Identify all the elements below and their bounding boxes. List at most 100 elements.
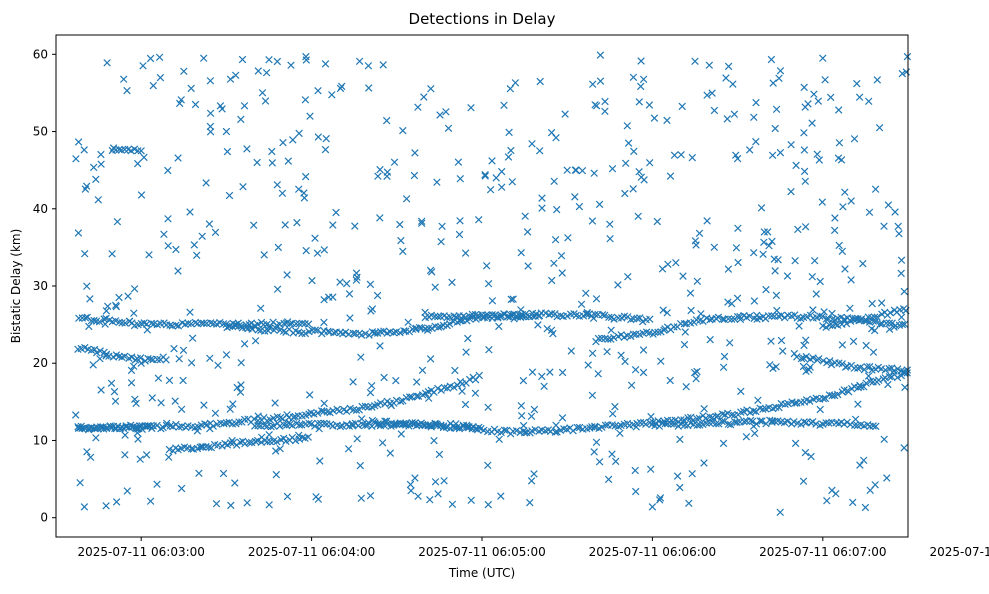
- noise-point: [289, 136, 297, 144]
- noise-point: [851, 415, 860, 424]
- x-tick-label: 2025-07-11 06:05:00: [418, 545, 545, 559]
- track-point: [872, 422, 880, 431]
- noise-point: [186, 308, 194, 316]
- data-point: [520, 428, 529, 437]
- noise-point: [801, 448, 810, 457]
- track-point: [387, 422, 395, 430]
- noise-point: [645, 101, 654, 109]
- track-point: [305, 419, 313, 428]
- noise-point: [679, 272, 687, 280]
- track-point: [191, 318, 200, 327]
- noise-point: [132, 399, 140, 408]
- noise-point: [856, 381, 864, 390]
- track-point: [349, 406, 358, 414]
- noise-point: [293, 218, 301, 227]
- noise-point: [794, 225, 802, 234]
- noise-point: [111, 397, 120, 405]
- noise-point: [666, 376, 674, 385]
- noise-point: [164, 453, 173, 461]
- x-axis-label: Time (UTC): [448, 566, 515, 580]
- noise-point: [558, 269, 566, 277]
- track-point: [865, 362, 874, 371]
- noise-point: [631, 487, 640, 496]
- noise-point: [311, 234, 319, 242]
- noise-point: [71, 411, 80, 419]
- data-point: [123, 86, 131, 95]
- noise-point: [820, 308, 828, 316]
- noise-point: [461, 400, 470, 409]
- noise-point: [214, 361, 222, 370]
- noise-point: [813, 150, 821, 158]
- noise-point: [195, 469, 203, 478]
- noise-point: [660, 326, 668, 335]
- track-point: [888, 319, 896, 327]
- noise-point: [868, 299, 876, 308]
- noise-point: [374, 172, 382, 180]
- track-point: [106, 422, 114, 430]
- noise-point: [800, 341, 808, 350]
- track-point: [187, 320, 195, 328]
- track-point: [121, 319, 129, 327]
- noise-point: [357, 415, 366, 423]
- track-point: [500, 310, 508, 318]
- noise-point: [442, 108, 450, 116]
- noise-point: [135, 424, 143, 433]
- x-tick-label: 2025-07-11 06:04:00: [248, 545, 375, 559]
- noise-point: [410, 171, 419, 180]
- noise-point: [484, 500, 493, 509]
- noise-point: [202, 179, 210, 187]
- noise-point: [206, 77, 215, 85]
- noise-point: [133, 159, 142, 168]
- noise-point: [832, 489, 840, 498]
- noise-point: [640, 176, 648, 184]
- track-point: [148, 424, 156, 433]
- noise-point: [431, 283, 439, 291]
- track-point: [75, 314, 83, 322]
- noise-point: [538, 204, 546, 212]
- noise-point: [406, 480, 415, 489]
- x-axis: 2025-07-11 06:03:00 2025-07-11 06:04:00 20…: [77, 537, 989, 559]
- noise-point: [814, 97, 823, 105]
- track-point: [812, 420, 820, 428]
- noise-point: [486, 185, 495, 194]
- track-point: [336, 422, 345, 431]
- noise-point: [870, 326, 879, 335]
- noise-point: [386, 449, 395, 457]
- noise-point: [229, 400, 237, 408]
- track-point: [222, 419, 231, 427]
- track-point: [497, 428, 505, 437]
- noise-point: [590, 448, 598, 456]
- noise-point: [222, 351, 231, 359]
- track-point: [316, 419, 325, 428]
- noise-point: [348, 422, 357, 430]
- noise-point: [880, 435, 888, 444]
- data-point: [265, 55, 273, 64]
- noise-point: [773, 306, 781, 315]
- data-point: [92, 175, 100, 184]
- track-point: [199, 319, 208, 328]
- noise-point: [547, 128, 556, 137]
- noise-point: [364, 84, 373, 92]
- y-tick-label: 50: [33, 125, 48, 139]
- noise-point: [190, 241, 199, 249]
- track-point: [442, 422, 451, 431]
- data-point: [407, 486, 415, 495]
- track-point: [95, 318, 104, 326]
- noise-point: [816, 277, 824, 286]
- track-point: [680, 319, 689, 328]
- noise-point: [164, 215, 172, 223]
- track-point: [866, 377, 875, 386]
- noise-point: [481, 170, 489, 179]
- noise-point: [528, 140, 536, 148]
- noise-point: [645, 158, 654, 167]
- noise-point: [240, 102, 249, 110]
- track-point: [87, 423, 96, 432]
- noise-point: [121, 431, 129, 439]
- noise-point: [127, 379, 136, 387]
- y-axis-label: Bistatic Delay (km): [9, 229, 23, 344]
- track-point: [292, 319, 300, 328]
- noise-point: [815, 156, 824, 164]
- track-point: [805, 397, 814, 405]
- track-point: [440, 383, 449, 392]
- noise-point: [890, 323, 898, 331]
